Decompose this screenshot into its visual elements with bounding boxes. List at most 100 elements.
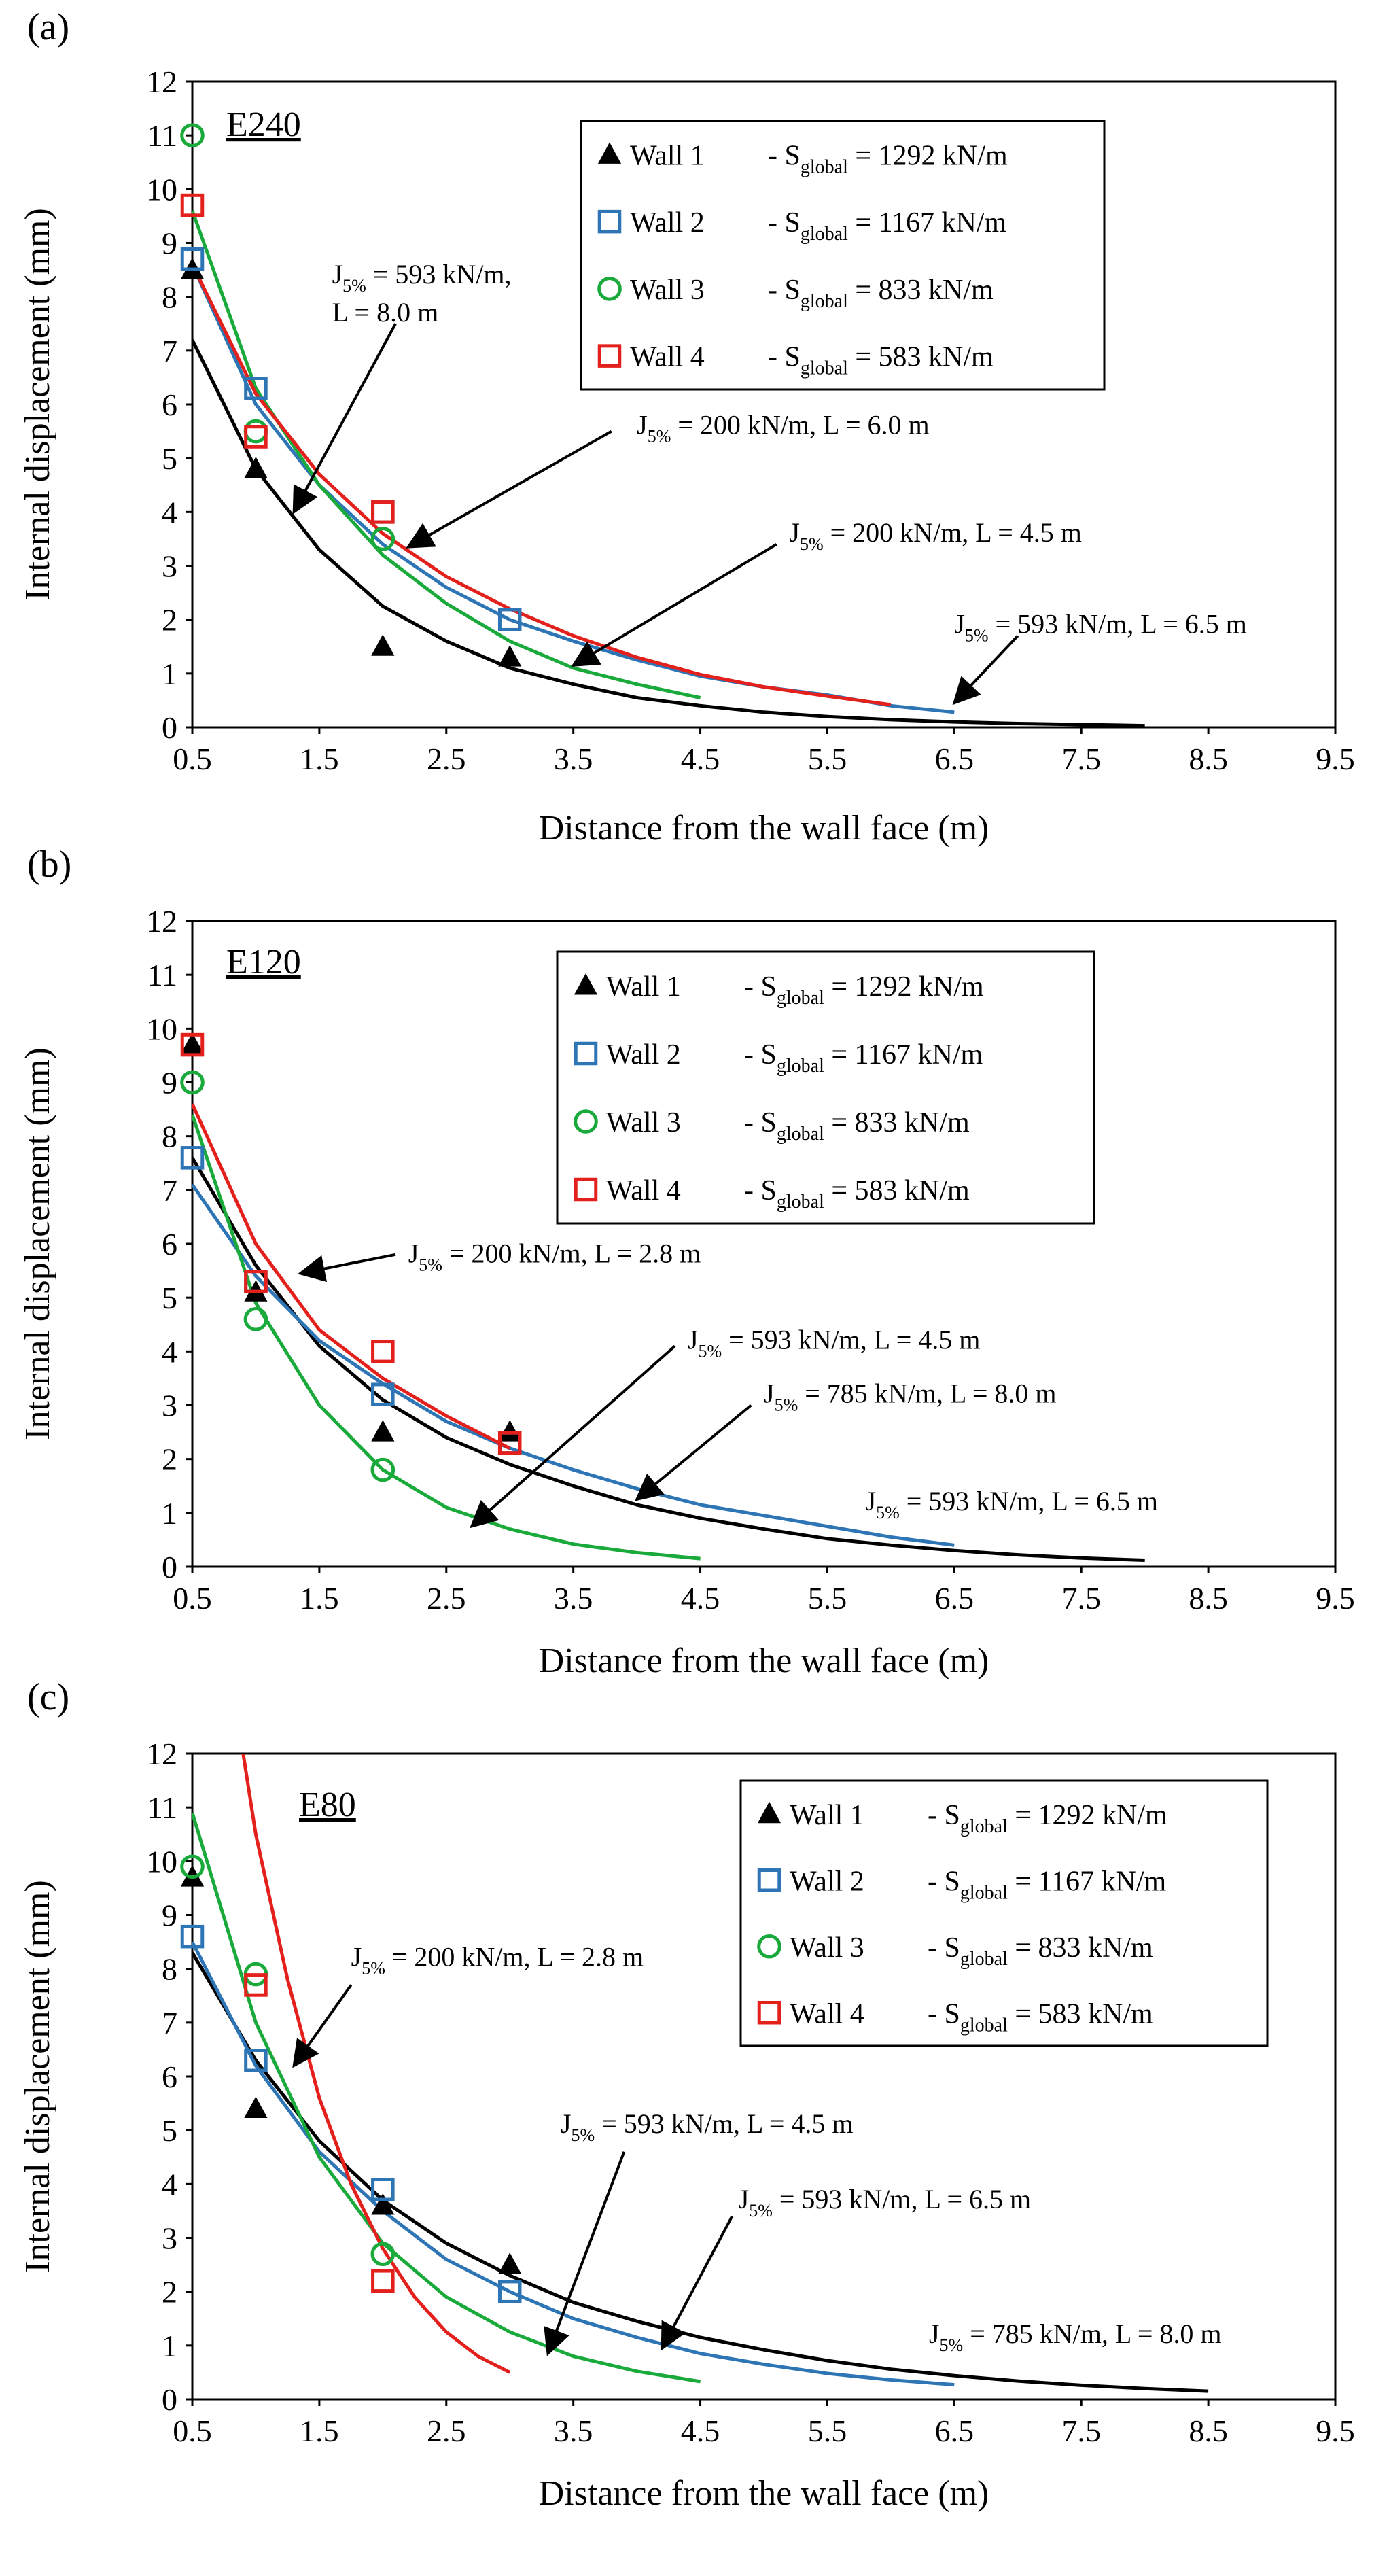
x-tick-label: 2.5: [427, 1581, 466, 1616]
legend-prefix: - S: [768, 140, 801, 171]
x-axis-title: Distance from the wall face (m): [539, 1641, 989, 1680]
legend-value: = 583 kN/m: [824, 1175, 970, 1206]
data-point-wall-3: [370, 2242, 395, 2267]
annotation-subscript: 5%: [965, 625, 989, 645]
x-tick-label: 0.5: [173, 2414, 212, 2448]
legend-subscript: global: [801, 291, 848, 312]
y-axis-title: Internal displacement (mm): [18, 1047, 57, 1440]
legend-marker: [574, 1041, 598, 1066]
annotation-text: J5% = 593 kN/m, L = 6.5 m: [739, 2184, 1032, 2221]
annotation-text: J5% = 200 kN/m, L = 4.5 m: [789, 517, 1082, 554]
annotation-text: J5% = 200 kN/m, L = 6.0 m: [637, 410, 930, 447]
annotation-j: J: [739, 2184, 750, 2214]
x-tick-label: 4.5: [681, 2414, 720, 2448]
legend-prefix: - S: [768, 275, 801, 306]
legend-prefix: - S: [928, 1866, 960, 1897]
x-tick-label: 1.5: [300, 742, 339, 776]
legend-value: = 1167 kN/m: [824, 1039, 983, 1071]
legend-prefix: - S: [744, 971, 777, 1003]
legend-value: = 1167 kN/m: [848, 207, 1007, 239]
legend-value: = 583 kN/m: [848, 342, 994, 373]
annotation-j: J: [332, 259, 343, 290]
legend-box: [739, 1779, 1269, 2047]
y-tick-label: 2: [162, 603, 177, 638]
fit-curve-1: [192, 1157, 1145, 1562]
legend-subscript: global: [960, 1816, 1008, 1837]
annotation-arrow: [635, 1404, 752, 1501]
data-point-wall-2: [371, 2177, 395, 2201]
x-tick-label: 9.5: [1316, 1581, 1355, 1616]
x-tick-label: 2.5: [427, 742, 466, 776]
fit-curve-1: [192, 1951, 1209, 2393]
fit-curve-1: [192, 338, 1145, 727]
y-tick-label: 1: [162, 2329, 177, 2363]
y-tick-label: 0: [162, 2382, 177, 2417]
x-tick-label: 6.5: [935, 2414, 974, 2448]
legend-marker: [574, 1109, 598, 1134]
annotation-subscript: 5%: [749, 2201, 773, 2221]
data-point-wall-2: [371, 500, 395, 524]
annotation-value: = 200 kN/m, L = 2.8 m: [442, 1238, 701, 1269]
annotation-subscript: 5%: [698, 1341, 722, 1361]
legend-subscript: global: [777, 988, 824, 1009]
fit-curve-3: [192, 1114, 701, 1561]
legend-value-label: - Sglobal = 1167 kN/m: [928, 1866, 1166, 1903]
y-tick-label: 8: [162, 280, 177, 315]
y-tick-label: 5: [162, 1281, 177, 1315]
annotation-subscript: 5%: [648, 427, 671, 447]
data-point-wall-3: [243, 419, 268, 444]
legend-wall-label: Wall 4: [606, 1175, 681, 1206]
x-tick-label: 4.5: [681, 1581, 720, 1616]
legend-box: [580, 120, 1106, 391]
annotation-text: J5% = 200 kN/m, L = 2.8 m: [408, 1238, 701, 1275]
annotation-arrow: [544, 2151, 626, 2356]
legend-value-label: - Sglobal = 1292 kN/m: [768, 140, 1008, 177]
legend-marker: [757, 1868, 781, 1892]
legend-wall-label: Wall 3: [790, 1932, 864, 1964]
legend-wall-label: Wall 3: [630, 275, 705, 306]
data-point-wall-4: [497, 1431, 522, 1455]
y-tick-label: 2: [162, 2275, 177, 2310]
y-tick-label: 2: [162, 1442, 177, 1477]
annotation-value: = 593 kN/m, L = 6.5 m: [900, 1486, 1158, 1516]
y-tick-label: 11: [147, 958, 177, 992]
legend-subscript: global: [960, 1949, 1008, 1970]
data-point-wall-1: [498, 2252, 522, 2274]
y-tick-label: 3: [162, 1389, 177, 1423]
legend-value: = 833 kN/m: [848, 275, 994, 306]
x-tick-label: 0.5: [173, 1581, 212, 1616]
data-point-wall-2: [497, 2280, 522, 2303]
legend-wall-label: Wall 1: [606, 971, 681, 1003]
fit-curve-2: [192, 1183, 955, 1547]
data-point-wall-3: [370, 1457, 395, 1482]
annotation-arrow: [661, 2215, 734, 2351]
x-axis-title: Distance from the wall face (m): [539, 809, 989, 848]
annotation-value: = 593 kN/m, L = 4.5 m: [722, 1324, 980, 1355]
fit-curve-4: [241, 1754, 511, 2374]
annotation-text: J5% = 593 kN/m, L = 4.5 m: [688, 1324, 981, 1361]
annotation-text: J5% = 593 kN/m, L = 4.5 m: [561, 2108, 854, 2145]
y-tick-label: 4: [162, 495, 177, 529]
data-point-wall-2: [180, 1924, 205, 1949]
annotation-text: J5% = 785 kN/m, L = 8.0 m: [764, 1378, 1057, 1415]
x-tick-label: 1.5: [300, 2414, 339, 2448]
legend-wall-label: Wall 4: [790, 1998, 864, 2030]
annotation-j: J: [866, 1486, 877, 1516]
annotation-j: J: [764, 1378, 775, 1409]
annotation-subscript: 5%: [572, 2125, 595, 2145]
legend-marker: [757, 1801, 781, 1824]
x-tick-label: 7.5: [1061, 1581, 1101, 1616]
y-tick-label: 7: [162, 2006, 177, 2040]
legend-marker: [757, 1934, 781, 1959]
data-point-wall-4: [371, 2269, 395, 2293]
x-axis-title: Distance from the wall face (m): [539, 2474, 989, 2513]
panel-tag: (c): [27, 1676, 69, 1718]
legend-subscript: global: [777, 1124, 824, 1145]
legend-marker: [574, 973, 598, 995]
annotation-arrow: [292, 323, 397, 515]
data-point-wall-2: [244, 2048, 268, 2072]
y-tick-label: 12: [146, 65, 177, 99]
case-label: E80: [299, 1786, 356, 1824]
